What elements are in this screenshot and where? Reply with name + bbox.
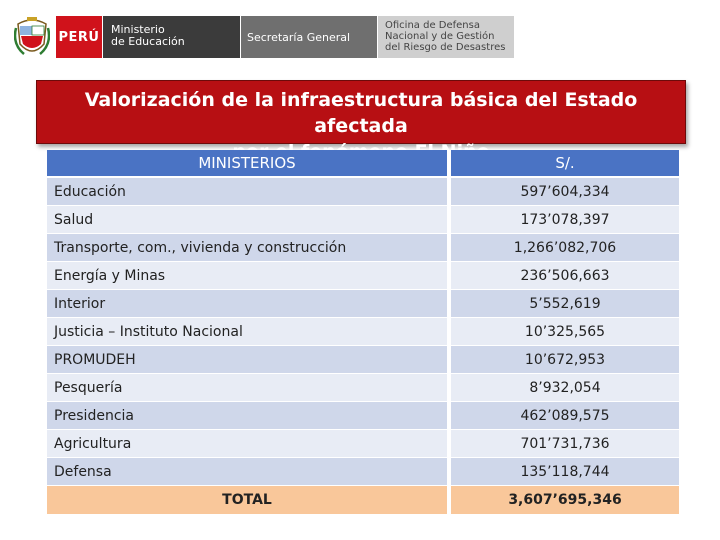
ministry-value: 8’932,054 — [447, 374, 679, 402]
table-row: PROMUDEH 10’672,953 — [47, 346, 679, 374]
ministry-value: 701’731,736 — [447, 430, 679, 458]
ministry-value: 5’552,619 — [447, 290, 679, 318]
total-label: TOTAL — [47, 486, 447, 514]
ministry-value: 236’506,663 — [447, 262, 679, 290]
ministry-name: Justicia – Instituto Nacional — [47, 318, 447, 346]
ministry-name: Agricultura — [47, 430, 447, 458]
ministry-name: Salud — [47, 206, 447, 234]
title-line1: Valorización de la infraestructura básic… — [84, 89, 638, 137]
peru-coat-of-arms-icon — [14, 17, 50, 55]
table-row: Interior 5’552,619 — [47, 290, 679, 318]
header-logos: PERÚ Ministerio de Educación Secretaría … — [0, 0, 720, 70]
table-row: Pesquería 8’932,054 — [47, 374, 679, 402]
ministry-name: Energía y Minas — [47, 262, 447, 290]
table-row: Energía y Minas 236’506,663 — [47, 262, 679, 290]
ministries-table: MINISTERIOS S/. Educación 597’604,334 Salu… — [47, 150, 679, 514]
ministry-name: Interior — [47, 290, 447, 318]
page-title: Valorización de la infraestructura básic… — [36, 80, 686, 163]
table-header-row: MINISTERIOS S/. — [47, 150, 679, 178]
ministry-name: Educación — [47, 178, 447, 206]
table-row: Defensa 135’118,744 — [47, 458, 679, 486]
ministerio-line2: de Educación — [111, 35, 185, 48]
ministry-value: 597’604,334 — [447, 178, 679, 206]
ministry-value: 1,266’082,706 — [447, 234, 679, 262]
ministry-name: PROMUDEH — [47, 346, 447, 374]
header-ministerios: MINISTERIOS — [47, 150, 447, 178]
ministry-name: Pesquería — [47, 374, 447, 402]
ministry-name: Defensa — [47, 458, 447, 486]
peru-logo-label: PERÚ — [56, 16, 102, 58]
oficina-line3: del Riesgo de Desastres — [385, 42, 506, 53]
ministerio-line1: Ministerio — [111, 23, 165, 36]
ministry-value: 135’118,744 — [447, 458, 679, 486]
table-row: Presidencia 462’089,575 — [47, 402, 679, 430]
ministry-name: Presidencia — [47, 402, 447, 430]
header-soles: S/. — [447, 150, 679, 178]
oficina-defensa-logo: Oficina de Defensa Nacional y de Gestión… — [378, 16, 514, 58]
ministry-value: 10’672,953 — [447, 346, 679, 374]
ministry-name: Transporte, com., vivienda y construcció… — [47, 234, 447, 262]
ministry-value: 173’078,397 — [447, 206, 679, 234]
table-row: Justicia – Instituto Nacional 10’325,565 — [47, 318, 679, 346]
total-value: 3,607’695,346 — [447, 486, 679, 514]
ministry-value: 462’089,575 — [447, 402, 679, 430]
table-row: Agricultura 701’731,736 — [47, 430, 679, 458]
total-row: TOTAL 3,607’695,346 — [47, 486, 679, 514]
oficina-line2: Nacional y de Gestión — [385, 31, 495, 42]
ministerio-educacion-logo: Ministerio de Educación — [103, 16, 240, 58]
oficina-line1: Oficina de Defensa — [385, 20, 480, 31]
table-row: Educación 597’604,334 — [47, 178, 679, 206]
secretaria-general-logo: Secretaría General — [241, 16, 377, 58]
table-row: Salud 173’078,397 — [47, 206, 679, 234]
ministry-value: 10’325,565 — [447, 318, 679, 346]
table-row: Transporte, com., vivienda y construcció… — [47, 234, 679, 262]
